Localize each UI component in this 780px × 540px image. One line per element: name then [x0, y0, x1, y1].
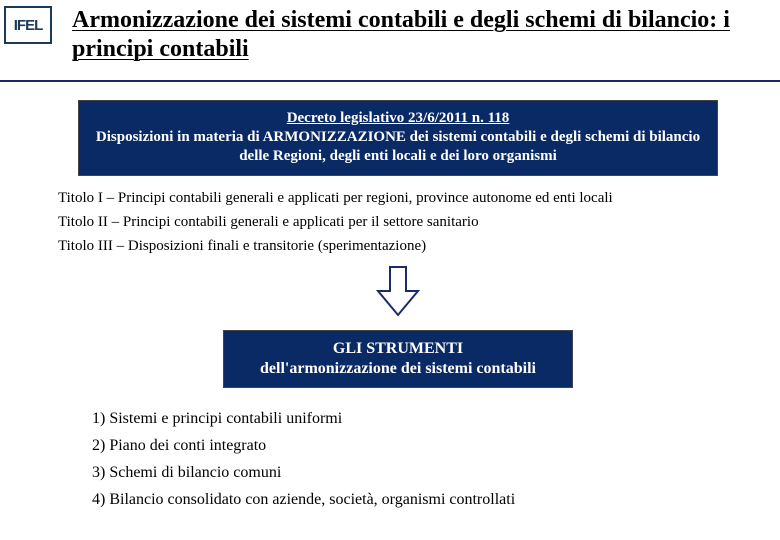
down-arrow-icon	[370, 263, 426, 319]
strumenti-item: 2) Piano dei conti integrato	[92, 437, 746, 455]
strumenti-line2: dell'armonizzazione dei sistemi contabil…	[242, 359, 554, 379]
content-area: Decreto legislativo 23/6/2011 n. 118 Dis…	[0, 82, 780, 509]
titoli-list: Titolo I – Principi contabili generali e…	[58, 190, 746, 255]
strumenti-box: GLI STRUMENTI dell'armonizzazione dei si…	[223, 330, 573, 388]
decree-line3: delle Regioni, degli enti locali e dei l…	[93, 147, 703, 166]
decree-line1: Decreto legislativo 23/6/2011 n. 118	[93, 109, 703, 128]
header: IFEL Armonizzazione dei sistemi contabil…	[0, 0, 780, 82]
decree-box: Decreto legislativo 23/6/2011 n. 118 Dis…	[78, 100, 718, 176]
strumenti-item: 1) Sistemi e principi contabili uniformi	[92, 410, 746, 428]
strumenti-line1: GLI STRUMENTI	[242, 339, 554, 359]
strumenti-item: 4) Bilancio consolidato con aziende, soc…	[92, 491, 746, 509]
strumenti-item: 3) Schemi di bilancio comuni	[92, 464, 746, 482]
strumenti-list: 1) Sistemi e principi contabili uniformi…	[92, 410, 746, 509]
page-title: Armonizzazione dei sistemi contabili e d…	[72, 6, 770, 64]
logo: IFEL	[4, 6, 52, 44]
decree-line2: Disposizioni in materia di ARMONIZZAZION…	[93, 128, 703, 147]
titolo-item: Titolo III – Disposizioni finali e trans…	[58, 238, 746, 255]
titolo-item: Titolo II – Principi contabili generali …	[58, 214, 746, 231]
arrow-container	[50, 263, 746, 324]
titolo-item: Titolo I – Principi contabili generali e…	[58, 190, 746, 207]
